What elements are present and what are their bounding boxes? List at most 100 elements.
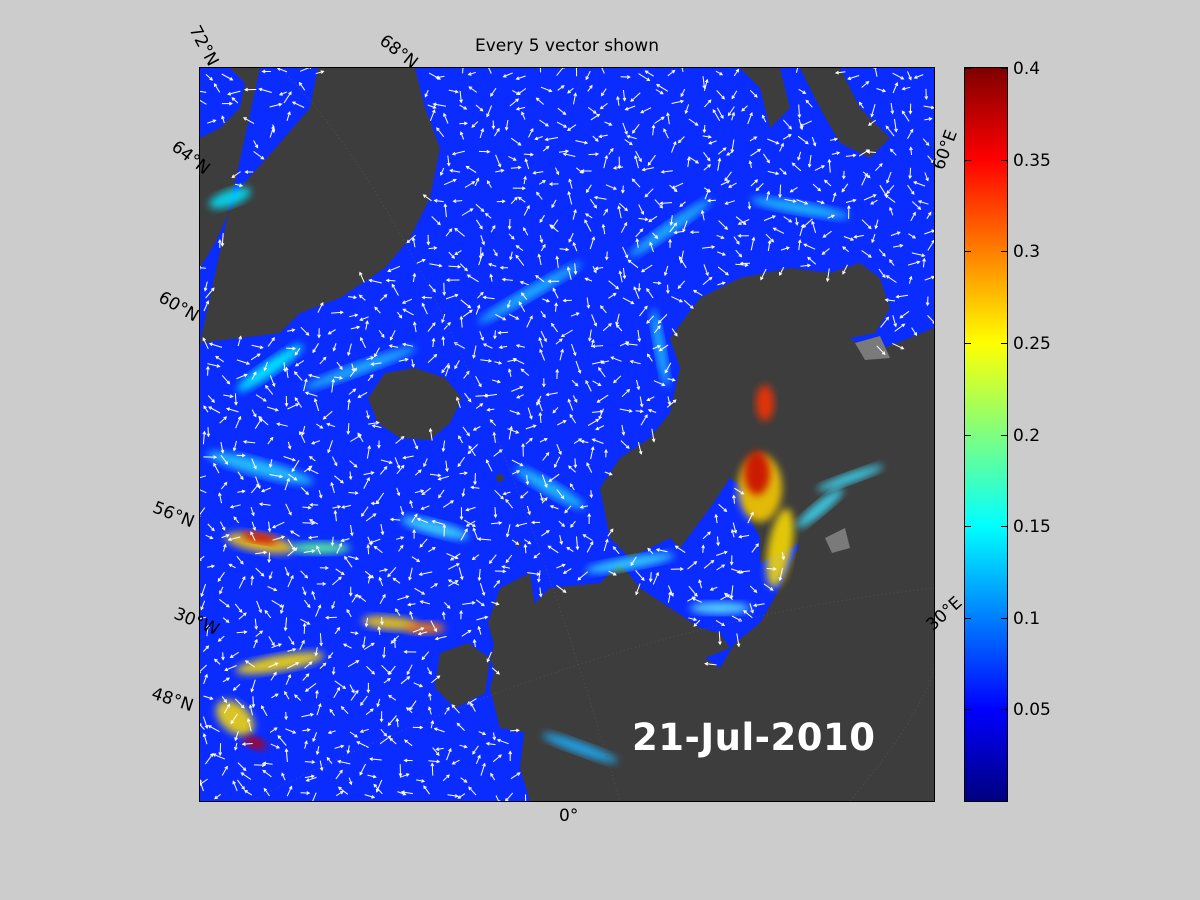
current-vector-head xyxy=(224,461,229,465)
current-vector xyxy=(569,179,573,189)
current-vector-head xyxy=(309,712,315,717)
current-vector-head xyxy=(894,128,898,133)
current-vector-head xyxy=(501,565,506,569)
current-vector-head xyxy=(707,531,711,536)
current-vector-head xyxy=(913,332,918,336)
current-vector-head xyxy=(490,92,494,97)
current-vector xyxy=(394,638,396,649)
current-vector-head xyxy=(239,476,244,481)
current-vector xyxy=(277,423,288,427)
current-vector-head xyxy=(612,572,617,576)
current-vector-head xyxy=(419,543,424,548)
current-vector-head xyxy=(600,360,605,364)
current-vector xyxy=(536,192,543,200)
current-vector-head xyxy=(908,275,913,280)
current-vector-head xyxy=(254,638,258,643)
current-vector xyxy=(692,597,702,603)
current-vector xyxy=(717,536,719,546)
current-vector-head xyxy=(738,253,743,258)
current-vector-head xyxy=(293,547,298,552)
current-vector-head xyxy=(434,636,439,641)
current-vector-head xyxy=(562,420,567,424)
current-vector-head xyxy=(463,471,468,476)
current-vector-head xyxy=(823,179,828,184)
current-vector xyxy=(861,173,868,186)
current-vector xyxy=(523,227,529,236)
current-vector xyxy=(508,426,512,440)
current-vector xyxy=(521,292,528,300)
current-vector xyxy=(567,87,574,94)
current-vector xyxy=(743,610,753,619)
current-vector-head xyxy=(515,76,520,80)
current-vector-head xyxy=(479,225,483,230)
current-vector-head xyxy=(454,794,459,798)
current-vector xyxy=(452,759,460,765)
current-vector-head xyxy=(364,623,369,628)
current-vector-head xyxy=(555,368,560,373)
current-vector xyxy=(907,184,915,195)
current-vector-head xyxy=(567,190,571,196)
current-vector-head xyxy=(342,643,347,647)
current-vector-head xyxy=(736,570,741,574)
current-vector xyxy=(892,82,898,94)
current-vector-head xyxy=(912,211,916,216)
current-vector xyxy=(886,275,897,283)
current-vector xyxy=(259,503,271,506)
current-vector xyxy=(483,296,495,300)
current-vector-head xyxy=(267,559,272,564)
current-vector xyxy=(269,126,275,138)
current-vector-head xyxy=(252,526,256,531)
current-vector-head xyxy=(407,602,412,607)
current-vector-head xyxy=(254,144,259,149)
current-vector xyxy=(409,500,413,509)
current-vector-head xyxy=(595,418,600,423)
current-vector-head xyxy=(812,142,817,147)
current-vector xyxy=(349,367,357,378)
speed-hotspot xyxy=(628,198,712,258)
current-vector xyxy=(878,248,886,257)
current-vector-head xyxy=(279,474,284,479)
current-vector-head xyxy=(519,280,524,285)
current-vector-head xyxy=(525,481,530,486)
current-vector xyxy=(750,179,758,187)
current-vector-head xyxy=(507,225,512,230)
current-vector xyxy=(413,322,417,333)
current-vector-head xyxy=(561,523,566,527)
current-vector xyxy=(348,555,359,560)
current-vector xyxy=(262,770,272,778)
current-vector-head xyxy=(409,610,413,615)
current-vector xyxy=(592,438,604,444)
current-vector xyxy=(589,237,595,250)
current-vector-head xyxy=(547,545,552,550)
current-vector-head xyxy=(577,576,582,581)
current-vector xyxy=(367,374,374,382)
current-vector-head xyxy=(358,294,363,299)
current-vector-head xyxy=(498,361,503,365)
current-vector-head xyxy=(383,294,388,298)
current-vector-head xyxy=(403,739,408,744)
current-vector-head xyxy=(369,374,374,378)
current-vector xyxy=(503,491,511,495)
current-vector-head xyxy=(560,85,565,89)
current-vector xyxy=(549,224,559,233)
current-vector-head xyxy=(200,723,202,725)
current-vector xyxy=(914,74,924,79)
current-vector-head xyxy=(441,611,446,616)
current-vector xyxy=(749,585,757,593)
current-vector-head xyxy=(913,75,918,79)
current-vector xyxy=(608,570,617,576)
current-vector-head xyxy=(298,81,303,86)
current-vector xyxy=(654,325,661,334)
current-vector-head xyxy=(850,237,855,241)
current-vector-head xyxy=(457,264,462,269)
current-vector-head xyxy=(787,134,792,138)
current-vector-head xyxy=(210,287,215,292)
current-vector-head xyxy=(232,687,237,691)
current-vector xyxy=(334,510,337,522)
current-vector-head xyxy=(205,645,210,650)
current-vector xyxy=(268,636,275,646)
current-vector-head xyxy=(291,101,296,105)
current-vector xyxy=(602,323,612,332)
current-vector xyxy=(287,648,296,652)
current-vector-head xyxy=(580,439,585,444)
